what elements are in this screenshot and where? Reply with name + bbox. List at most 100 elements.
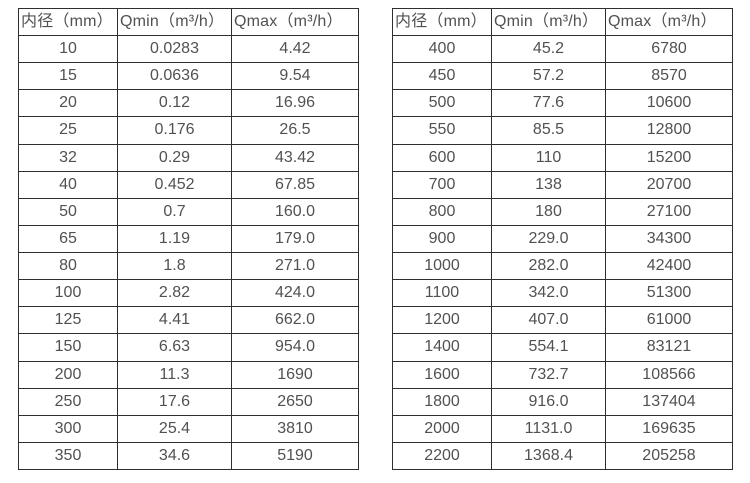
- cell-diameter: 500: [392, 89, 492, 118]
- table-row: 200 11.3 1690: [18, 360, 359, 389]
- cell-qmin: 0.29: [117, 143, 232, 172]
- table-row: 1100 342.0 51300: [392, 279, 733, 308]
- cell-qmin: 0.7: [117, 197, 232, 226]
- cell-qmin: 138: [491, 170, 606, 199]
- cell-qmin: 11.3: [117, 360, 232, 389]
- cell-qmin: 1.8: [117, 251, 232, 281]
- cell-diameter: 1000: [392, 251, 492, 281]
- cell-qmax: 5190: [231, 441, 359, 471]
- column-header-diameter: 内径（mm）: [18, 8, 118, 36]
- cell-diameter: 400: [392, 34, 492, 64]
- cell-qmin: 0.176: [117, 116, 232, 145]
- cell-qmax: 67.85: [231, 170, 359, 199]
- table-row: 400 45.2 6780: [392, 34, 733, 64]
- flow-rate-table-large-diameters: 内径（mm） Qmin（m³/h） Qmax（m³/h） 400 45.2 6780 450…: [392, 8, 733, 471]
- cell-qmin: 57.2: [491, 62, 606, 91]
- cell-qmin: 17.6: [117, 387, 232, 416]
- cell-qmax: 108566: [605, 360, 733, 389]
- table-row: 1400 554.1 83121: [392, 333, 733, 362]
- cell-qmax: 12800: [605, 116, 733, 145]
- column-header-qmin: Qmin（m³/h）: [491, 8, 606, 36]
- cell-diameter: 40: [18, 170, 118, 199]
- cell-diameter: 2200: [392, 441, 492, 471]
- cell-qmin: 407.0: [491, 306, 606, 335]
- cell-diameter: 1200: [392, 306, 492, 335]
- cell-diameter: 100: [18, 279, 118, 308]
- cell-qmax: 42400: [605, 251, 733, 281]
- table-row: 2000 1131.0 169635: [392, 414, 733, 443]
- cell-qmin: 85.5: [491, 116, 606, 145]
- flow-rate-table-large-diameters: 内径（mm） Qmin（m³/h） Qmax（m³/h） 400 45.2 6780 450…: [392, 8, 733, 471]
- cell-qmax: 20700: [605, 170, 733, 199]
- cell-qmax: 4.42: [231, 34, 359, 64]
- cell-qmin: 110: [491, 143, 606, 172]
- cell-diameter: 80: [18, 251, 118, 281]
- cell-qmax: 43.42: [231, 143, 359, 172]
- cell-qmax: 27100: [605, 197, 733, 226]
- cell-qmin: 2.82: [117, 279, 232, 308]
- cell-qmin: 1.19: [117, 224, 232, 254]
- table-row: 40 0.452 67.85: [18, 170, 359, 199]
- table-row: 1600 732.7 108566: [392, 360, 733, 389]
- cell-qmax: 51300: [605, 279, 733, 308]
- table-row: 50 0.7 160.0: [18, 197, 359, 226]
- table-row: 250 17.6 2650: [18, 387, 359, 416]
- table-row: 32 0.29 43.42: [18, 143, 359, 172]
- table-row: 700 138 20700: [392, 170, 733, 199]
- table-row: 600 110 15200: [392, 143, 733, 172]
- cell-diameter: 1400: [392, 333, 492, 362]
- cell-qmax: 16.96: [231, 89, 359, 118]
- flow-rate-table-small-diameters: 内径（mm） Qmin（m³/h） Qmax（m³/h） 10 0.0283 4.42 15…: [18, 8, 359, 471]
- table-row: 65 1.19 179.0: [18, 224, 359, 254]
- cell-qmax: 1690: [231, 360, 359, 389]
- cell-diameter: 20: [18, 89, 118, 118]
- cell-diameter: 1600: [392, 360, 492, 389]
- cell-qmax: 3810: [231, 414, 359, 443]
- table-row: 1200 407.0 61000: [392, 306, 733, 335]
- table-row: 10 0.0283 4.42: [18, 34, 359, 64]
- table-row: 350 34.6 5190: [18, 441, 359, 471]
- column-header-qmax: Qmax（m³/h）: [605, 8, 733, 36]
- cell-diameter: 550: [392, 116, 492, 145]
- cell-qmin: 0.12: [117, 89, 232, 118]
- cell-diameter: 150: [18, 333, 118, 362]
- cell-qmax: 34300: [605, 224, 733, 254]
- cell-diameter: 450: [392, 62, 492, 91]
- cell-qmin: 1368.4: [491, 441, 606, 471]
- header-row: 内径（mm） Qmin（m³/h） Qmax（m³/h）: [18, 8, 359, 36]
- cell-qmax: 15200: [605, 143, 733, 172]
- flow-rate-table-small-diameters: 内径（mm） Qmin（m³/h） Qmax（m³/h） 10 0.0283 4.42 15…: [18, 8, 359, 471]
- cell-qmax: 9.54: [231, 62, 359, 91]
- cell-qmax: 169635: [605, 414, 733, 443]
- table-row: 2200 1368.4 205258: [392, 441, 733, 471]
- cell-qmin: 0.452: [117, 170, 232, 199]
- cell-diameter: 125: [18, 306, 118, 335]
- cell-qmax: 83121: [605, 333, 733, 362]
- table-row: 1000 282.0 42400: [392, 251, 733, 281]
- cell-diameter: 32: [18, 143, 118, 172]
- cell-diameter: 200: [18, 360, 118, 389]
- cell-qmin: 77.6: [491, 89, 606, 118]
- cell-diameter: 600: [392, 143, 492, 172]
- cell-diameter: 300: [18, 414, 118, 443]
- cell-diameter: 10: [18, 34, 118, 64]
- table-row: 500 77.6 10600: [392, 89, 733, 118]
- cell-qmin: 0.0636: [117, 62, 232, 91]
- cell-qmax: 179.0: [231, 224, 359, 254]
- cell-qmax: 662.0: [231, 306, 359, 335]
- cell-diameter: 1800: [392, 387, 492, 416]
- cell-qmin: 0.0283: [117, 34, 232, 64]
- table-row: 20 0.12 16.96: [18, 89, 359, 118]
- cell-qmin: 180: [491, 197, 606, 226]
- cell-qmin: 4.41: [117, 306, 232, 335]
- cell-qmin: 554.1: [491, 333, 606, 362]
- cell-qmax: 205258: [605, 441, 733, 471]
- table-row: 125 4.41 662.0: [18, 306, 359, 335]
- cell-qmin: 25.4: [117, 414, 232, 443]
- cell-qmax: 10600: [605, 89, 733, 118]
- table-row: 80 1.8 271.0: [18, 251, 359, 281]
- cell-diameter: 1100: [392, 279, 492, 308]
- cell-diameter: 50: [18, 197, 118, 226]
- cell-qmax: 2650: [231, 387, 359, 416]
